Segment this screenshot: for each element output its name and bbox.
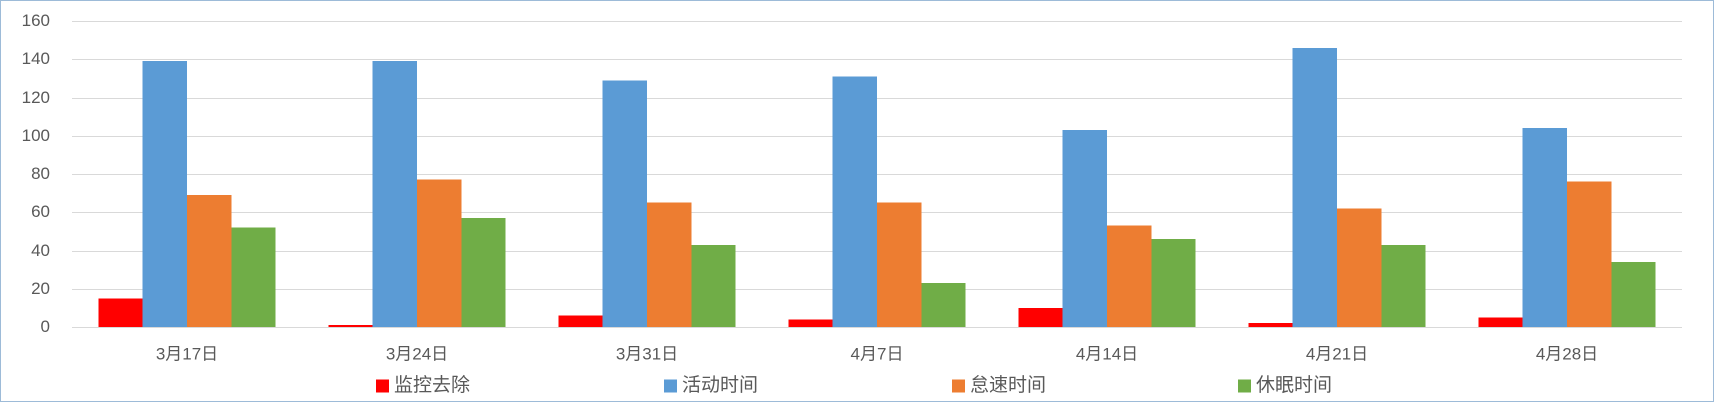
bar-3-1 xyxy=(187,195,232,327)
x-tick-label: 4月14日 xyxy=(1076,344,1138,363)
y-tick-label: 80 xyxy=(31,164,50,183)
y-tick-label: 120 xyxy=(22,88,50,107)
x-tick-label: 4月28日 xyxy=(1536,344,1598,363)
bar-2-6 xyxy=(1292,47,1337,327)
x-tick-label: 3月31日 xyxy=(616,344,678,363)
x-axis-labels: 3月17日 3月24日 3月31日 4月7日 4月14日 4月21日 4月28日 xyxy=(156,344,1598,363)
bar-2-7 xyxy=(1522,128,1567,327)
bars xyxy=(98,47,1656,328)
y-tick-label: 20 xyxy=(31,279,50,298)
x-tick-label: 4月7日 xyxy=(851,344,904,363)
x-tick-label: 3月17日 xyxy=(156,344,218,363)
legend: 监控去除 活动时间 怠速时间 休眠时间 xyxy=(376,374,1332,396)
bar-1-5 xyxy=(1018,307,1063,328)
bar-1-4 xyxy=(788,319,833,327)
bar-3-7 xyxy=(1567,181,1612,327)
x-tick-label: 4月21日 xyxy=(1306,344,1368,363)
legend-swatch xyxy=(952,379,965,393)
legend-item: 监控去除 xyxy=(376,374,470,396)
bar-4-6 xyxy=(1381,244,1426,327)
legend-swatch xyxy=(1238,379,1251,393)
legend-label: 活动时间 xyxy=(682,374,758,396)
bar-2-3 xyxy=(602,80,647,327)
bar-4-1 xyxy=(231,227,276,327)
bar-4-5 xyxy=(1151,239,1196,327)
bar-1-3 xyxy=(558,315,603,327)
y-tick-label: 0 xyxy=(41,317,50,336)
bar-1-2 xyxy=(328,325,373,327)
bar-1-1 xyxy=(98,298,143,327)
y-tick-label: 60 xyxy=(31,202,50,221)
bar-4-7 xyxy=(1611,261,1656,327)
legend-swatch xyxy=(376,379,389,393)
bar-3-6 xyxy=(1337,208,1382,327)
legend-swatch xyxy=(664,379,677,393)
legend-label: 怠速时间 xyxy=(970,374,1046,396)
legend-item: 休眠时间 xyxy=(1238,374,1332,396)
bar-3-3 xyxy=(647,202,692,327)
legend-item: 怠速时间 xyxy=(952,374,1046,396)
bar-3-4 xyxy=(877,202,922,327)
bar-3-5 xyxy=(1107,225,1152,327)
y-tick-label: 160 xyxy=(22,11,50,30)
legend-label: 休眠时间 xyxy=(1256,374,1332,396)
legend-item: 活动时间 xyxy=(664,374,758,396)
bar-2-4 xyxy=(832,76,877,328)
y-tick-label: 140 xyxy=(22,49,50,68)
bar-1-6 xyxy=(1248,323,1293,327)
y-tick-label: 40 xyxy=(31,241,50,260)
bar-3-2 xyxy=(417,179,462,327)
bar-2-1 xyxy=(142,61,187,327)
bar-4-4 xyxy=(921,283,966,327)
bar-4-2 xyxy=(461,217,506,327)
legend-label: 监控去除 xyxy=(394,374,470,396)
y-tick-label: 100 xyxy=(22,126,50,145)
bar-4-3 xyxy=(691,244,736,327)
bar-1-7 xyxy=(1478,317,1523,327)
bar-2-2 xyxy=(372,61,417,327)
y-axis-ticks: 0 20 40 60 80 100 120 140 160 xyxy=(22,11,50,336)
bar-2-5 xyxy=(1062,130,1107,327)
x-tick-label: 3月24日 xyxy=(386,344,448,363)
